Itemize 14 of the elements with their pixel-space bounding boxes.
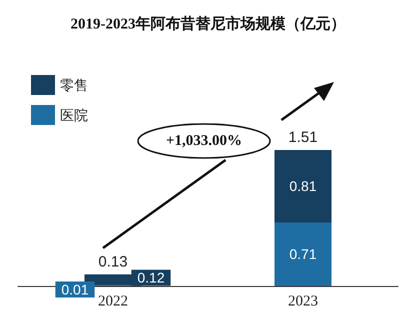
bar xyxy=(274,150,332,222)
total-label: 0.13 xyxy=(98,253,128,270)
data-label: 0.12 xyxy=(137,270,165,286)
bar xyxy=(274,222,332,286)
data-label: 0.01 xyxy=(61,282,89,298)
legend-label: 医院 xyxy=(60,107,88,123)
data-label: 0.71 xyxy=(289,246,317,262)
x-tick-label: 2022 xyxy=(98,294,128,310)
text: +1,033.00% xyxy=(166,133,242,149)
x-tick-label: 2023 xyxy=(288,294,318,310)
data-label: 0.81 xyxy=(289,178,317,194)
chart-title: 2019-2023年阿布昔替尼市场规模（亿元） xyxy=(70,14,346,32)
total-label: 1.51 xyxy=(288,129,318,146)
legend-label: 零售 xyxy=(60,77,88,93)
